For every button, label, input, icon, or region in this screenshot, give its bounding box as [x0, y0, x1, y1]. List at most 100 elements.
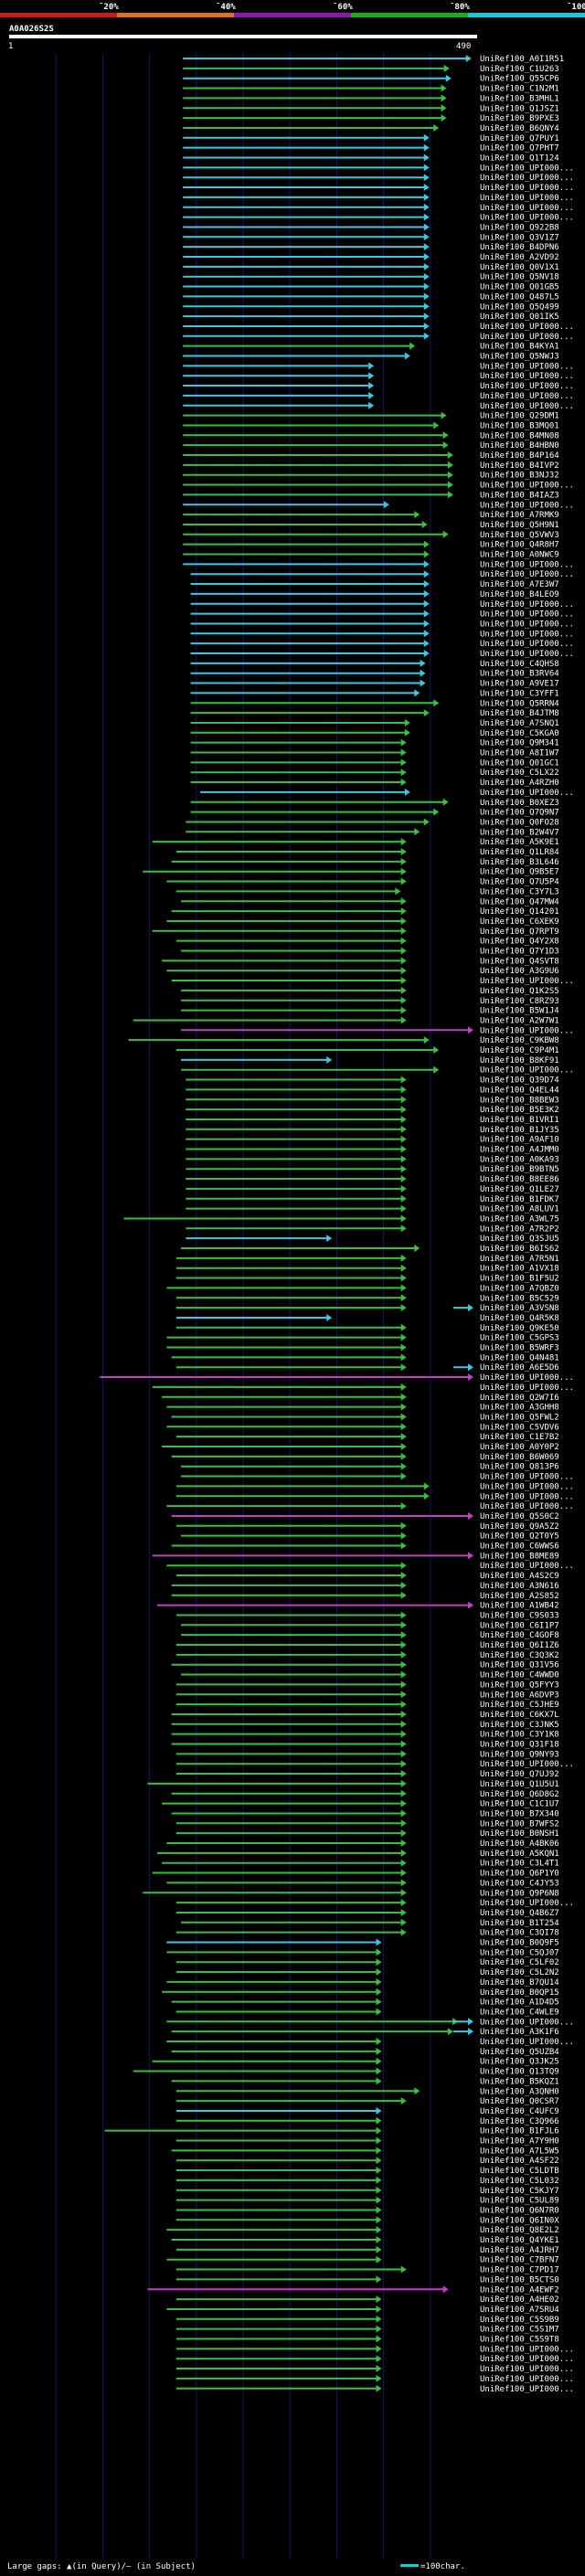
hit-row[interactable]: UniRef100_C3Q966	[176, 2116, 559, 2126]
hit-row[interactable]: UniRef100_UPI000...	[183, 362, 574, 371]
hit-row[interactable]: UniRef100_A7R2P2	[186, 1224, 559, 1234]
hit-row[interactable]: UniRef100_A3G9U6	[166, 967, 559, 976]
hit-row[interactable]: UniRef100_C4GOF8	[181, 1631, 559, 1640]
hit-row[interactable]: UniRef100_C4WWD0	[181, 1670, 559, 1680]
hit-row[interactable]: UniRef100_UPI000...	[183, 322, 574, 332]
hit-row[interactable]: UniRef100_C5JHE9	[176, 1701, 559, 1710]
hit-row[interactable]: UniRef100_C7BFN7	[166, 2255, 559, 2265]
hit-row[interactable]: UniRef100_Q9NY93	[176, 1750, 559, 1759]
hit-row[interactable]: UniRef100_B3MHL1	[183, 94, 559, 103]
hit-label[interactable]: UniRef100_C9KBW8	[480, 1036, 559, 1045]
hit-row[interactable]: UniRef100_Q14201	[171, 907, 559, 917]
hit-row[interactable]: UniRef100_A1WB42	[156, 1601, 559, 1611]
hit-label[interactable]: UniRef100_C7PD17	[480, 2266, 559, 2275]
hit-label[interactable]: UniRef100_Q7Y1D3	[480, 948, 559, 957]
hit-label[interactable]: UniRef100_C3QI78	[480, 1929, 559, 1938]
hit-label[interactable]: UniRef100_A0I1R51	[480, 55, 564, 64]
hit-label[interactable]: UniRef100_C6KX7L	[480, 1711, 559, 1720]
hit-row[interactable]: UniRef100_B1JY35	[186, 1125, 559, 1135]
hit-row[interactable]: UniRef100_UPI000...	[152, 1383, 574, 1393]
hit-label[interactable]: UniRef100_UPI000...	[480, 2018, 574, 2027]
hit-row[interactable]: UniRef100_B6QNY4	[183, 123, 559, 133]
hit-label[interactable]: UniRef100_A2S852	[480, 1592, 559, 1601]
hit-row[interactable]: UniRef100_B1FDK7	[186, 1194, 559, 1204]
hit-row[interactable]: UniRef100_Q0CSR7	[176, 2097, 559, 2106]
hit-row[interactable]: UniRef100_Q5VWV3	[183, 530, 559, 540]
hit-row[interactable]: UniRef100_UPI000...	[176, 2355, 574, 2364]
hit-row[interactable]: UniRef100_B4IAZ3	[183, 491, 559, 500]
hit-row[interactable]: UniRef100_C4UFC9	[176, 2106, 559, 2116]
hit-label[interactable]: UniRef100_Q55CP6	[480, 75, 559, 84]
hit-label[interactable]: UniRef100_UPI000...	[480, 372, 574, 381]
hit-row[interactable]: UniRef100_UPI000...	[183, 164, 574, 173]
hit-row[interactable]: UniRef100_UPI000...	[176, 2374, 574, 2384]
hit-label[interactable]: UniRef100_Q2W7I6	[480, 1394, 559, 1403]
hit-row[interactable]: UniRef100_UPI000...	[176, 1492, 574, 1501]
hit-row[interactable]: UniRef100_UPI000...	[183, 481, 574, 491]
hit-label[interactable]: UniRef100_A3N616	[480, 1582, 559, 1591]
hit-label[interactable]: UniRef100_Q0CSR7	[480, 2097, 559, 2106]
hit-row[interactable]: UniRef100_C1N2M1	[183, 84, 559, 94]
hit-label[interactable]: UniRef100_UPI000...	[480, 184, 574, 193]
hit-label[interactable]: UniRef100_Q1LE27	[480, 1185, 559, 1194]
hit-label[interactable]: UniRef100_A7QBZ0	[480, 1284, 559, 1293]
hit-row[interactable]: UniRef100_UPI000...	[171, 977, 574, 986]
hit-label[interactable]: UniRef100_C3L4T1	[480, 1860, 559, 1869]
hit-row[interactable]: UniRef100_C5L032	[176, 2176, 559, 2186]
hit-label[interactable]: UniRef100_C3JNK5	[480, 1721, 559, 1730]
hit-row[interactable]: UniRef100_Q5RRN4	[190, 699, 559, 708]
hit-label[interactable]: UniRef100_Q7U5P4	[480, 878, 559, 887]
hit-label[interactable]: UniRef100_B5CTS0	[480, 2275, 559, 2284]
hit-label[interactable]: UniRef100_UPI000...	[480, 1562, 574, 1571]
hit-row[interactable]: UniRef100_A4JMM0	[186, 1145, 559, 1155]
hit-row[interactable]: UniRef100_UPI000...	[166, 1502, 574, 1511]
hit-label[interactable]: UniRef100_A7R2P2	[480, 1224, 559, 1234]
hit-label[interactable]: UniRef100_UPI000...	[480, 570, 574, 579]
hit-label[interactable]: UniRef100_Q1JSZ1	[480, 104, 559, 113]
hit-row[interactable]: UniRef100_Q13TQ9	[133, 2067, 559, 2077]
hit-label[interactable]: UniRef100_Q29DM1	[480, 412, 559, 421]
hit-row[interactable]: UniRef100_Q813P6	[181, 1462, 559, 1472]
hit-row[interactable]: UniRef100_UPI000...	[166, 2038, 574, 2047]
hit-label[interactable]: UniRef100_UPI000...	[480, 482, 574, 491]
hit-label[interactable]: UniRef100_A7SRU4	[480, 2306, 559, 2315]
hit-label[interactable]: UniRef100_Q8E2L2	[480, 2226, 559, 2235]
hit-row[interactable]: UniRef100_Q29DM1	[183, 411, 559, 421]
hit-label[interactable]: UniRef100_B7WFS2	[480, 1819, 559, 1829]
hit-row[interactable]: UniRef100_Q1U5U1	[147, 1779, 559, 1789]
hit-row[interactable]: UniRef100_C5S9B9	[176, 2315, 559, 2325]
hit-row[interactable]: UniRef100_B4MN08	[183, 431, 559, 440]
hit-row[interactable]: UniRef100_Q5NWJ3	[183, 352, 559, 362]
hit-label[interactable]: UniRef100_A1WB42	[480, 1602, 559, 1611]
hit-row[interactable]: UniRef100_C5LX22	[190, 769, 559, 778]
hit-label[interactable]: UniRef100_Q5H9N1	[480, 521, 559, 530]
hit-row[interactable]: UniRef100_Q4R5K8	[176, 1313, 559, 1323]
hit-label[interactable]: UniRef100_C3Y1K8	[480, 1731, 559, 1740]
hit-label[interactable]: UniRef100_Q5NV18	[480, 273, 559, 282]
hit-row[interactable]: UniRef100_Q5S0C2	[171, 1511, 559, 1521]
hit-label[interactable]: UniRef100_Q9NY93	[480, 1750, 559, 1759]
hit-label[interactable]: UniRef100_Q7PUY1	[480, 134, 559, 143]
hit-label[interactable]: UniRef100_Q31V56	[480, 1661, 559, 1670]
hit-label[interactable]: UniRef100_A8I1W7	[480, 749, 559, 758]
hit-label[interactable]: UniRef100_Q14201	[480, 907, 559, 917]
hit-label[interactable]: UniRef100_A7R5N1	[480, 1255, 559, 1264]
hit-row[interactable]: UniRef100_B8ME89	[152, 1552, 559, 1561]
hit-row[interactable]: UniRef100_A3QNH0	[176, 2087, 559, 2096]
hit-label[interactable]: UniRef100_C5S9B9	[480, 2316, 559, 2325]
hit-row[interactable]: UniRef100_A7Y9H0	[176, 2136, 559, 2147]
hit-row[interactable]: UniRef100_B5KQZ1	[171, 2077, 559, 2086]
hit-row[interactable]: UniRef100_B3RV64	[190, 669, 559, 679]
hit-row[interactable]: UniRef100_Q7Q9N7	[190, 808, 559, 818]
hit-label[interactable]: UniRef100_B0XEZ3	[480, 799, 559, 808]
hit-row[interactable]: UniRef100_UPI000...	[183, 391, 574, 401]
hit-row[interactable]: UniRef100_Q31V56	[171, 1660, 559, 1670]
hit-label[interactable]: UniRef100_Q01GC1	[480, 758, 559, 768]
hit-label[interactable]: UniRef100_A7SNQ1	[480, 719, 559, 728]
hit-label[interactable]: UniRef100_C1E7B2	[480, 1433, 559, 1442]
hit-label[interactable]: UniRef100_UPI000...	[480, 1482, 574, 1491]
hit-row[interactable]: UniRef100_B6IS62	[181, 1245, 559, 1254]
hit-label[interactable]: UniRef100_UPI000...	[480, 164, 574, 173]
hit-row[interactable]: UniRef100_C3Q3K2	[176, 1650, 559, 1660]
hit-label[interactable]: UniRef100_A7RMK9	[480, 511, 559, 520]
